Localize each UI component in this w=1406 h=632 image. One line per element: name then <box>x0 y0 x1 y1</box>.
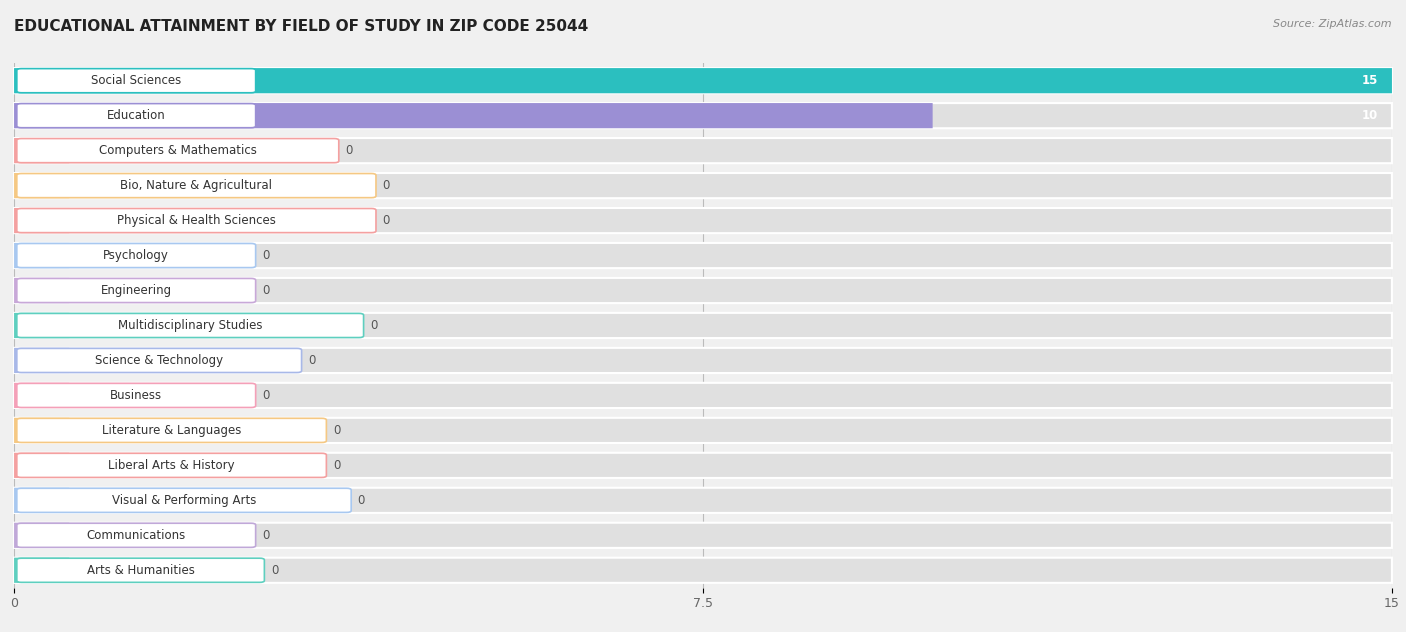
FancyBboxPatch shape <box>14 208 69 233</box>
Text: Literature & Languages: Literature & Languages <box>101 424 242 437</box>
Text: Arts & Humanities: Arts & Humanities <box>87 564 194 577</box>
Text: Social Sciences: Social Sciences <box>91 74 181 87</box>
Text: 0: 0 <box>262 249 270 262</box>
FancyBboxPatch shape <box>14 313 1392 338</box>
FancyBboxPatch shape <box>14 68 1392 94</box>
FancyBboxPatch shape <box>17 558 264 582</box>
FancyBboxPatch shape <box>14 557 69 583</box>
Text: Liberal Arts & History: Liberal Arts & History <box>108 459 235 472</box>
Text: 15: 15 <box>1362 74 1378 87</box>
Text: Science & Technology: Science & Technology <box>96 354 224 367</box>
Text: 10: 10 <box>1362 109 1378 122</box>
FancyBboxPatch shape <box>14 523 1392 548</box>
FancyBboxPatch shape <box>17 104 256 128</box>
Text: 0: 0 <box>308 354 315 367</box>
FancyBboxPatch shape <box>14 243 69 268</box>
FancyBboxPatch shape <box>14 243 1392 268</box>
FancyBboxPatch shape <box>14 138 1392 163</box>
FancyBboxPatch shape <box>17 279 256 303</box>
FancyBboxPatch shape <box>14 68 1392 94</box>
Text: 0: 0 <box>262 284 270 297</box>
FancyBboxPatch shape <box>14 103 932 128</box>
FancyBboxPatch shape <box>14 278 1392 303</box>
Text: 0: 0 <box>382 179 389 192</box>
Text: 0: 0 <box>346 144 353 157</box>
FancyBboxPatch shape <box>14 488 1392 513</box>
Text: 0: 0 <box>333 424 340 437</box>
Text: 0: 0 <box>357 494 366 507</box>
FancyBboxPatch shape <box>14 173 1392 198</box>
Text: 0: 0 <box>333 459 340 472</box>
FancyBboxPatch shape <box>17 348 301 372</box>
FancyBboxPatch shape <box>14 348 1392 373</box>
Text: Education: Education <box>107 109 166 122</box>
FancyBboxPatch shape <box>14 523 69 548</box>
Text: 0: 0 <box>262 529 270 542</box>
FancyBboxPatch shape <box>14 103 1392 128</box>
FancyBboxPatch shape <box>14 453 1392 478</box>
FancyBboxPatch shape <box>14 557 1392 583</box>
Text: 0: 0 <box>370 319 377 332</box>
FancyBboxPatch shape <box>14 418 1392 443</box>
FancyBboxPatch shape <box>17 313 364 337</box>
FancyBboxPatch shape <box>17 489 352 513</box>
Text: Visual & Performing Arts: Visual & Performing Arts <box>112 494 256 507</box>
Text: 0: 0 <box>262 389 270 402</box>
FancyBboxPatch shape <box>14 313 69 338</box>
Text: 0: 0 <box>382 214 389 227</box>
FancyBboxPatch shape <box>17 69 256 93</box>
FancyBboxPatch shape <box>17 384 256 408</box>
Text: Physical & Health Sciences: Physical & Health Sciences <box>117 214 276 227</box>
Text: EDUCATIONAL ATTAINMENT BY FIELD OF STUDY IN ZIP CODE 25044: EDUCATIONAL ATTAINMENT BY FIELD OF STUDY… <box>14 19 588 34</box>
FancyBboxPatch shape <box>14 173 69 198</box>
FancyBboxPatch shape <box>17 418 326 442</box>
FancyBboxPatch shape <box>14 383 69 408</box>
FancyBboxPatch shape <box>17 243 256 267</box>
Text: Multidisciplinary Studies: Multidisciplinary Studies <box>118 319 263 332</box>
Text: Communications: Communications <box>87 529 186 542</box>
Text: Psychology: Psychology <box>103 249 169 262</box>
Text: Bio, Nature & Agricultural: Bio, Nature & Agricultural <box>121 179 273 192</box>
FancyBboxPatch shape <box>14 488 69 513</box>
FancyBboxPatch shape <box>17 453 326 477</box>
FancyBboxPatch shape <box>14 348 69 373</box>
Text: 0: 0 <box>271 564 278 577</box>
FancyBboxPatch shape <box>17 138 339 162</box>
Text: Source: ZipAtlas.com: Source: ZipAtlas.com <box>1274 19 1392 29</box>
FancyBboxPatch shape <box>14 453 69 478</box>
Text: Business: Business <box>110 389 162 402</box>
FancyBboxPatch shape <box>14 418 69 443</box>
FancyBboxPatch shape <box>17 523 256 547</box>
FancyBboxPatch shape <box>14 383 1392 408</box>
FancyBboxPatch shape <box>14 278 69 303</box>
FancyBboxPatch shape <box>14 138 69 163</box>
FancyBboxPatch shape <box>17 174 375 198</box>
FancyBboxPatch shape <box>17 209 375 233</box>
Text: Engineering: Engineering <box>101 284 172 297</box>
Text: Computers & Mathematics: Computers & Mathematics <box>98 144 257 157</box>
FancyBboxPatch shape <box>14 208 1392 233</box>
